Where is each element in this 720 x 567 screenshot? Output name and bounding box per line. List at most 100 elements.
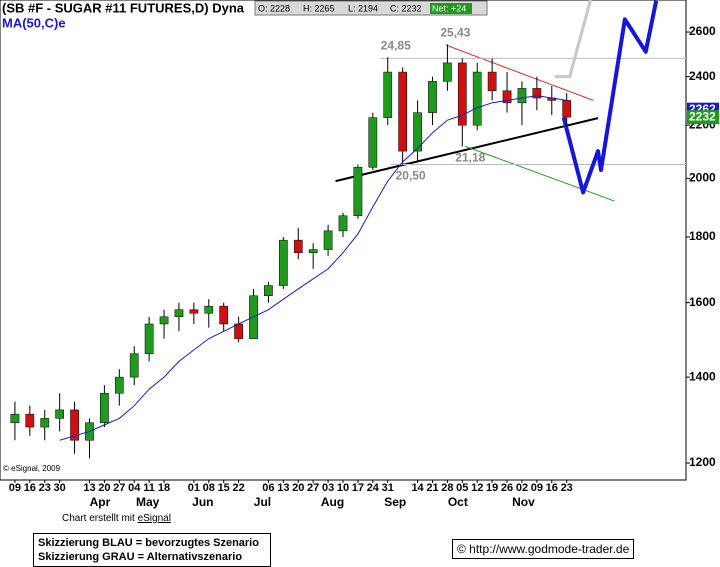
x-tick-label: 27 [307,482,319,494]
candle-body [308,249,318,253]
made-with: Chart erstellt mit eSignal [62,513,171,524]
candle-body [25,413,35,428]
x-tick-label: 21 [426,482,438,494]
drawing-line [445,44,594,101]
x-tick-label: 03 [322,482,334,494]
quote-field: O: 2228 [258,3,290,13]
candle-body [278,239,288,286]
x-tick-label: 18 [158,482,170,494]
price-marker-label: 2232 [689,109,716,123]
candle-body [383,71,393,118]
x-tick-label: 16 [24,482,36,494]
candle-body [398,71,408,152]
candle-body [293,239,303,253]
month-label: Apr [90,495,111,509]
x-tick-label: 13 [277,482,289,494]
made-with-text: Chart erstellt mit [62,513,135,524]
url[interactable]: © http://www.godmode-trader.de [457,542,630,556]
made-with-link[interactable]: eSignal [137,513,171,524]
x-tick-label: 09 [9,482,21,494]
x-tick-label: 01 [188,482,200,494]
candle-body [55,409,65,419]
y-tick-label: 2000 [689,170,716,184]
annotation: 24,85 [381,38,411,52]
annotation: 25,43 [440,26,470,40]
candle-body [144,323,154,354]
y-tick-label: 2600 [689,24,716,38]
annotation: 20,50 [396,169,426,183]
x-tick-label: 04 [128,482,141,494]
x-tick-label: 24 [367,482,380,494]
x-tick-label: 10 [337,482,349,494]
net-box [430,3,472,14]
y-tick-label: 1800 [689,229,716,243]
x-tick-label: 30 [54,482,66,494]
x-tick-label: 06 [262,482,274,494]
y-tick-label: 1600 [689,295,716,309]
x-tick-label: 05 [456,482,468,494]
annotation: 21,18 [455,151,485,165]
candle-body [174,309,184,318]
drawing-line [465,145,615,202]
candle-body [532,88,542,99]
candle-body [159,316,169,325]
quote-field: L: 2194 [348,3,378,13]
candle-body [517,88,527,104]
copyright: © eSignal, 2009 [3,464,61,473]
candle-body [70,409,79,441]
month-label: Oct [448,495,468,509]
y-tick-label: 1200 [689,455,716,469]
x-tick-label: 23 [39,482,51,494]
candle-body [114,376,124,394]
candle-body [234,323,243,339]
drawing-line [335,117,599,183]
drawing-line [554,0,593,79]
x-tick-label: 31 [382,482,394,494]
candle-body [204,305,214,314]
candle-body [100,393,109,423]
x-tick-label: 12 [471,482,483,494]
month-label: Sep [384,495,406,509]
x-tick-label: 23 [561,482,573,494]
quote-field: H: 2265 [303,3,335,13]
candle-body [353,167,363,217]
x-tick-label: 02 [516,482,528,494]
quote-field: C: 2232 [390,3,422,13]
chart-title: (SB #F - SUGAR #11 FUTURES,D) Dyna [2,0,245,15]
month-label: Jun [192,495,213,509]
candle-body [457,62,467,126]
candle-body [413,112,422,152]
x-tick-label: 16 [546,482,558,494]
candle-body [487,71,497,92]
month-label: Jul [254,495,271,509]
x-tick-label: 11 [143,482,155,494]
y-tick-label: 2400 [689,69,716,83]
x-tick-label: 20 [98,482,110,494]
quote-bar [254,0,488,16]
x-tick-label: 28 [441,482,453,494]
x-tick-label: 20 [292,482,304,494]
candle-body [562,100,572,118]
candle-body [323,230,333,250]
price-marker-box [687,110,719,125]
drawing-line [561,0,659,195]
x-tick-label: 27 [113,482,125,494]
y-tick-label: 1400 [689,369,716,383]
ma-line [59,95,567,441]
legend-gray: Skizzierung GRAU = Alternativszenario [38,551,243,563]
candle-body [338,215,348,232]
url-box: © http://www.godmode-trader.de [452,539,635,559]
candle-body [502,90,512,104]
candle-body [428,81,437,113]
candle-body [264,285,273,297]
month-label: May [136,495,160,509]
legend-box: Skizzierung BLAU = bevorzugtes Szenario … [33,533,271,567]
indicator-label: MA(50,C)e [2,15,66,30]
x-tick-label: 26 [501,482,513,494]
x-tick-label: 14 [411,482,424,494]
x-tick-label: 22 [232,482,244,494]
chart: (SB #F - SUGAR #11 FUTURES,D) Dyna MA(50… [0,0,719,509]
x-tick-label: 15 [218,482,230,494]
x-tick-label: 08 [203,482,215,494]
